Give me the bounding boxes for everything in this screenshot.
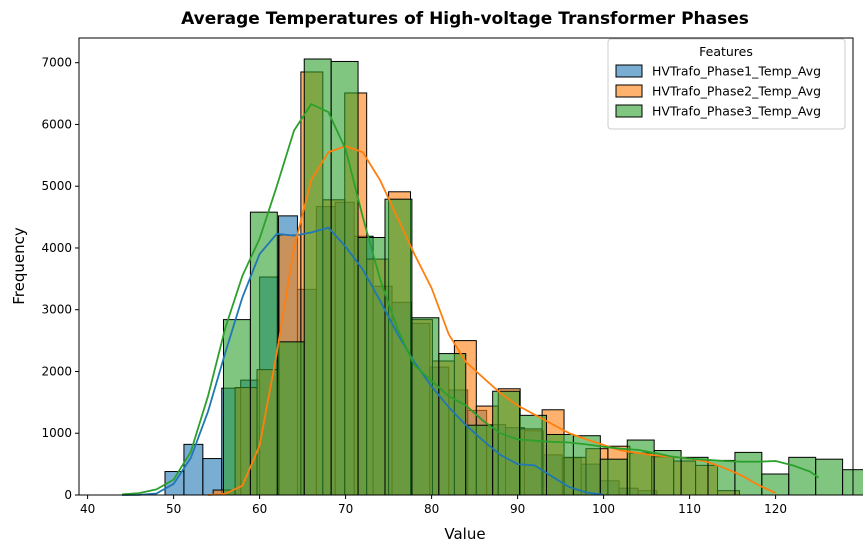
kde-layer <box>121 102 820 496</box>
kde-line-series1 <box>121 226 604 496</box>
x-axis-label: Value <box>444 525 485 543</box>
y-axis-label: Frequency <box>10 227 28 305</box>
x-tick-label: 40 <box>80 502 95 516</box>
legend-swatch <box>615 104 643 118</box>
bar-series1 <box>202 458 223 496</box>
bar-series3 <box>788 456 817 496</box>
x-axis-ticks: 40 50 60 70 80 90 100 110 120 <box>80 495 787 516</box>
y-tick-label: 1000 <box>41 426 72 440</box>
bar-series3 <box>222 319 251 496</box>
bar-series3 <box>680 456 709 496</box>
legend-label: HVTrafo_Phase2_Temp_Avg <box>652 84 821 99</box>
legend-label: HVTrafo_Phase3_Temp_Avg <box>652 104 821 119</box>
bar-series3 <box>492 390 521 496</box>
y-tick-label: 2000 <box>41 364 72 378</box>
bar-series3 <box>330 60 359 496</box>
y-tick-label: 5000 <box>41 179 72 193</box>
kde-line-series3 <box>121 102 820 496</box>
y-tick-label: 6000 <box>41 117 72 131</box>
bar-series3 <box>357 236 386 496</box>
x-tick-label: 110 <box>678 502 701 516</box>
y-tick-label: 4000 <box>41 241 72 255</box>
y-tick-label: 7000 <box>41 56 72 70</box>
bar-series3 <box>303 58 332 496</box>
legend-title: Features <box>699 44 753 59</box>
legend-entries: HVTrafo_Phase1_Temp_Avg HVTrafo_Phase2_Te… <box>615 64 821 119</box>
legend-swatch <box>615 84 643 98</box>
bar-series3 <box>626 439 655 496</box>
legend-label: HVTrafo_Phase1_Temp_Avg <box>652 64 821 79</box>
x-tick-label: 50 <box>166 502 181 516</box>
bar-series3 <box>249 211 278 496</box>
bar-series3 <box>411 317 440 496</box>
bar-series3 <box>276 341 305 496</box>
bar-series3 <box>438 353 467 496</box>
legend: Features HVTrafo_Phase1_Temp_AvgHVTrafo_… <box>607 38 846 130</box>
y-tick-label: 0 <box>64 488 72 502</box>
legend-box <box>607 38 846 130</box>
x-tick-label: 90 <box>510 502 525 516</box>
x-tick-label: 60 <box>252 502 267 516</box>
bar-series3 <box>815 458 844 496</box>
bars-layer <box>164 58 863 496</box>
bar-series3 <box>599 458 628 496</box>
y-tick-label: 3000 <box>41 303 72 317</box>
plot-frame <box>78 37 854 496</box>
y-axis-ticks: 0 1000 2000 3000 4000 5000 6000 7000 <box>41 56 79 502</box>
bar-series3 <box>519 414 547 496</box>
x-tick-label: 120 <box>764 502 787 516</box>
x-tick-label: 100 <box>592 502 615 516</box>
chart-title: Average Temperatures of High-voltage Tra… <box>181 9 749 29</box>
bar-series3 <box>465 424 494 496</box>
x-tick-label: 80 <box>424 502 439 516</box>
bar-series3 <box>761 473 790 496</box>
bar-series3 <box>384 198 413 496</box>
x-tick-label: 70 <box>338 502 353 516</box>
bar-series3 <box>707 459 736 496</box>
bar-series3 <box>545 433 574 496</box>
legend-swatch <box>615 64 643 78</box>
